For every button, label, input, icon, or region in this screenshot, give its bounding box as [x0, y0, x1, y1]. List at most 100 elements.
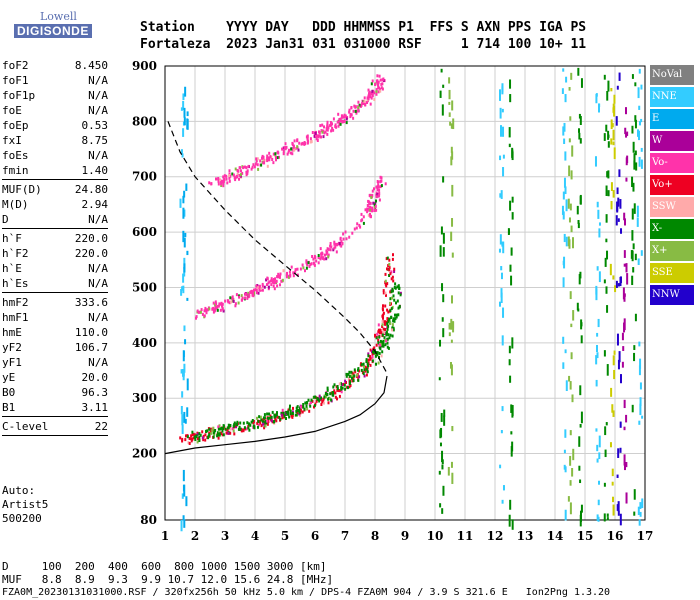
echo-point [237, 169, 240, 173]
interference-mark [509, 94, 512, 103]
interference-mark [631, 74, 634, 79]
echo-point [363, 374, 366, 378]
interference-mark [619, 276, 622, 284]
echo-point [220, 182, 223, 186]
echo-point [240, 169, 242, 173]
echo-point [224, 299, 227, 303]
interference-mark [563, 177, 566, 188]
echo-point [262, 422, 265, 426]
echo-point [238, 166, 241, 170]
interference-mark [617, 218, 620, 222]
interference-mark [640, 159, 643, 169]
echo-point [371, 355, 374, 359]
echo-point [318, 397, 321, 401]
echo-point [274, 417, 277, 421]
echo-point [349, 115, 352, 119]
echo-point [358, 223, 361, 227]
echo-point [185, 434, 187, 438]
interference-mark [184, 339, 187, 345]
interference-mark [633, 160, 636, 170]
echo-point [289, 409, 292, 413]
echo-point [202, 438, 205, 442]
polarization-legend: NoVal NNE E W Vo- Vo+ SSW X- X+ SSE NNW [650, 65, 694, 307]
interference-mark [631, 208, 634, 220]
echo-point [262, 161, 265, 165]
echo-point [353, 227, 356, 231]
param-row: foF1 N/A [2, 73, 108, 88]
interference-mark [577, 67, 580, 76]
echo-point [386, 337, 389, 341]
echo-point [380, 86, 383, 90]
interference-mark [639, 358, 642, 369]
interference-mark [576, 205, 579, 215]
echo-point [391, 289, 394, 293]
echo-point [280, 279, 283, 283]
interference-mark [449, 121, 452, 126]
echo-point [348, 108, 351, 112]
echo-point [357, 368, 359, 372]
echo-point [336, 388, 339, 392]
interference-mark [634, 82, 637, 87]
interference-mark [448, 322, 451, 330]
interference-mark [571, 145, 574, 157]
echo-point [380, 184, 383, 188]
echo-point [263, 426, 266, 430]
echo-point [199, 310, 202, 314]
interference-mark [612, 190, 615, 198]
echo-point [319, 257, 322, 261]
param-name: B0 [2, 386, 16, 399]
param-separator [2, 416, 108, 417]
echo-point [188, 442, 191, 445]
echo-point [332, 248, 335, 252]
interference-mark [507, 228, 510, 235]
echo-point [274, 155, 277, 159]
param-value: 2.94 [81, 198, 109, 211]
echo-point [309, 404, 312, 408]
echo-point [326, 123, 329, 127]
interference-mark [181, 153, 184, 158]
interference-mark [624, 127, 627, 135]
echo-point [369, 201, 372, 205]
interference-mark [562, 126, 565, 136]
interference-mark [572, 310, 575, 321]
echo-point [381, 87, 384, 91]
echo-point [259, 159, 262, 163]
echo-point [228, 174, 231, 177]
interference-mark [613, 369, 616, 380]
interference-mark [450, 231, 453, 242]
echo-point [198, 432, 201, 436]
echo-point [296, 145, 299, 149]
echo-point [321, 251, 324, 255]
echo-point [266, 412, 269, 416]
echo-point [375, 336, 378, 340]
interference-mark [595, 285, 598, 295]
param-value: N/A [88, 89, 108, 102]
echo-point [276, 415, 279, 419]
echo-point [321, 130, 324, 134]
param-row: foF1p N/A [2, 88, 108, 103]
echo-point [201, 312, 204, 316]
param-value: N/A [88, 213, 108, 226]
echo-point [293, 139, 296, 143]
echo-point [376, 79, 379, 83]
echo-point [242, 421, 245, 425]
echo-point [332, 128, 335, 132]
echo-point [383, 336, 386, 340]
echo-point [221, 429, 224, 433]
interference-mark [603, 74, 606, 80]
echo-point [297, 148, 300, 152]
echo-point [351, 231, 354, 235]
echo-point [313, 404, 316, 408]
interference-mark [631, 176, 634, 188]
echo-point [384, 281, 387, 285]
param-row: MUF(D) 24.80 [2, 182, 108, 197]
interference-mark [563, 464, 566, 470]
echo-point [298, 141, 301, 145]
interference-mark [564, 429, 567, 438]
interference-mark [605, 214, 608, 223]
echo-point [270, 419, 273, 423]
echo-point [357, 109, 360, 113]
echo-point [374, 204, 377, 208]
interference-mark [620, 228, 623, 234]
echo-point [305, 266, 308, 270]
